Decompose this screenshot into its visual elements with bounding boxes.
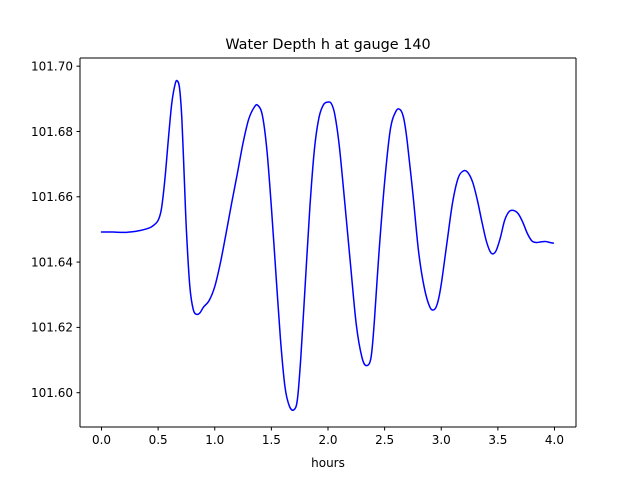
- x-tick-label: 1.5: [262, 433, 281, 447]
- x-tick-label: 3.0: [432, 433, 451, 447]
- plot-area: [80, 58, 576, 427]
- x-tick-label: 2.0: [318, 433, 337, 447]
- chart-title: Water Depth h at gauge 140: [225, 37, 430, 53]
- y-axis-ticks: 101.60 101.62 101.64 101.66 101.68 101.70: [31, 59, 80, 400]
- x-tick-label: 2.5: [375, 433, 394, 447]
- x-axis-ticks: 0.0 0.5 1.0 1.5 2.0 2.5 3.0 3.5 4.0: [92, 427, 564, 447]
- y-tick-label: 101.64: [31, 255, 73, 269]
- y-tick-label: 101.68: [31, 125, 73, 139]
- x-tick-label: 3.5: [488, 433, 507, 447]
- series-line: [100, 79, 555, 411]
- series-layer: [100, 79, 555, 411]
- y-tick-label: 101.60: [31, 386, 73, 400]
- y-tick-label: 101.62: [31, 321, 73, 335]
- x-tick-label: 0.0: [92, 433, 111, 447]
- x-tick-label: 1.0: [205, 433, 224, 447]
- y-tick-label: 101.70: [31, 59, 73, 73]
- x-tick-label: 4.0: [545, 433, 564, 447]
- y-tick-label: 101.66: [31, 190, 73, 204]
- axes-frame: [79, 57, 577, 428]
- x-tick-label: 0.5: [149, 433, 168, 447]
- x-axis-label: hours: [311, 456, 345, 470]
